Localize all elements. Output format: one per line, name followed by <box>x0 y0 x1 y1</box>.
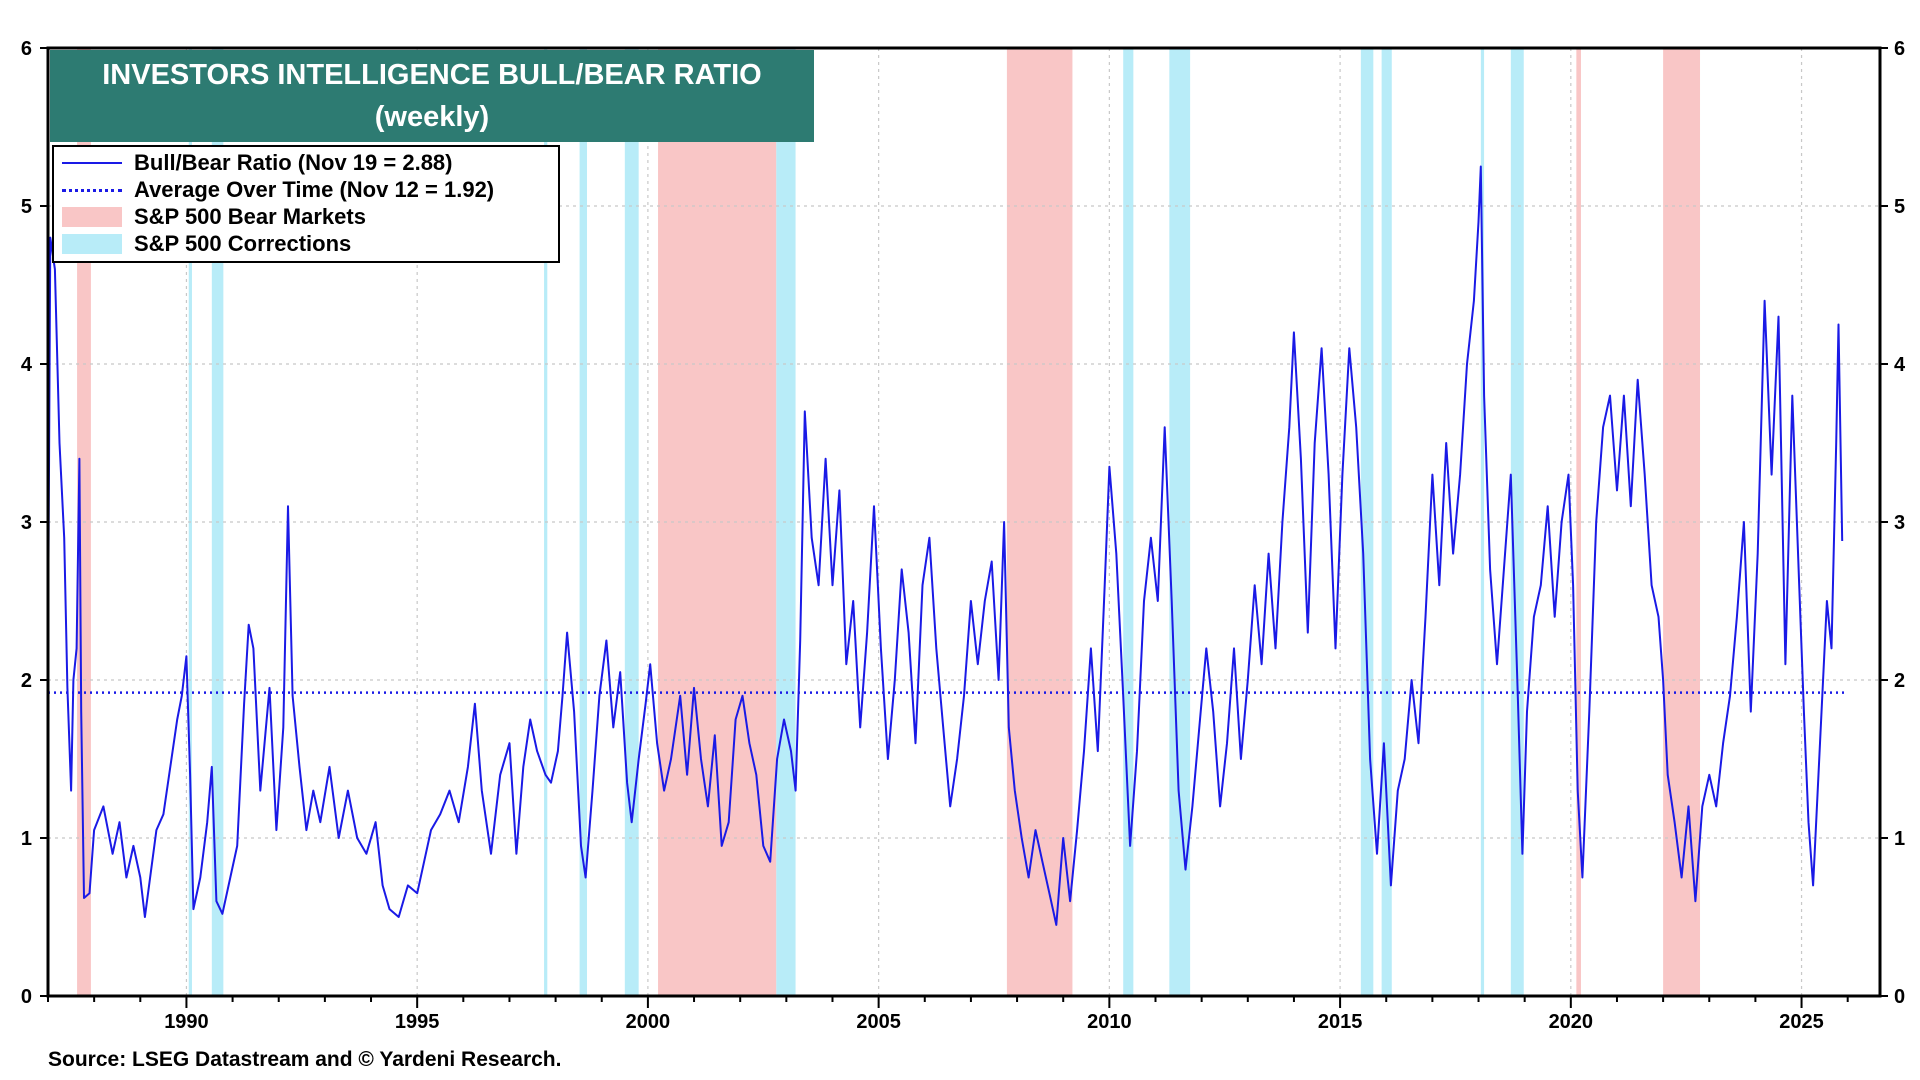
y-tick-label-left: 0 <box>21 986 32 1008</box>
y-tick-label-right: 1 <box>1894 828 1905 850</box>
legend-swatch-dotted <box>62 179 122 201</box>
series-line-bull-bear-ratio <box>47 165 1844 926</box>
x-tick-label: 2000 <box>626 1011 671 1033</box>
bear-market-band <box>658 48 777 996</box>
y-tick-label-right: 5 <box>1894 196 1905 218</box>
y-tick-label-left: 3 <box>21 512 32 534</box>
x-tick-label: 2010 <box>1087 1011 1132 1033</box>
y-axis-ticks: 0 0 1 1 2 2 3 3 4 4 5 5 6 6 <box>21 38 1906 1008</box>
y-tick-label-right: 0 <box>1894 986 1905 1008</box>
legend: Bull/Bear Ratio (Nov 19 = 2.88) Average … <box>52 145 560 263</box>
legend-swatch-corrections <box>62 233 122 255</box>
chart-title: INVESTORS INTELLIGENCE BULL/BEAR RATIO <box>102 59 762 91</box>
x-tick-label: 2005 <box>856 1011 901 1033</box>
legend-label: Bull/Bear Ratio (Nov 19 = 2.88) <box>134 149 453 175</box>
y-tick-label-left: 4 <box>21 354 33 376</box>
legend-item-corrections: S&P 500 Corrections <box>62 230 351 257</box>
x-tick-label: 2025 <box>1779 1011 1824 1033</box>
chart-title-box: INVESTORS INTELLIGENCE BULL/BEAR RATIO (… <box>50 50 814 142</box>
x-axis-ticks: 1990 1995 2000 2005 2010 2015 2020 2025 <box>47 996 1849 1033</box>
series-layer <box>47 165 1844 926</box>
x-tick-label: 1990 <box>164 1011 209 1033</box>
correction-band <box>579 48 587 996</box>
market-bands <box>77 48 1701 996</box>
correction-band <box>1480 48 1485 996</box>
legend-item-bear: S&P 500 Bear Markets <box>62 203 366 230</box>
correction-band <box>1169 48 1191 996</box>
x-tick-label: 1995 <box>395 1011 440 1033</box>
chart-subtitle: (weekly) <box>374 101 490 133</box>
legend-item-ratio: Bull/Bear Ratio (Nov 19 = 2.88) <box>62 149 453 176</box>
source-note: Source: LSEG Datastream and © Yardeni Re… <box>48 1048 562 1071</box>
y-tick-label-left: 6 <box>21 38 32 60</box>
y-tick-label-left: 5 <box>21 196 32 218</box>
legend-label: S&P 500 Bear Markets <box>134 203 366 229</box>
y-tick-label-right: 3 <box>1894 512 1905 534</box>
y-tick-label-left: 2 <box>21 670 32 692</box>
y-tick-label-right: 4 <box>1894 354 1906 376</box>
legend-label: Average Over Time (Nov 12 = 1.92) <box>134 176 495 202</box>
x-tick-label: 2015 <box>1318 1011 1363 1033</box>
legend-swatch-line <box>62 152 122 174</box>
legend-swatch-bear <box>62 206 122 228</box>
bear-market-band <box>1576 48 1581 996</box>
x-tick-label: 2020 <box>1549 1011 1594 1033</box>
y-tick-label-left: 1 <box>21 828 32 850</box>
bear-market-band <box>1006 48 1073 996</box>
y-tick-label-right: 6 <box>1894 38 1905 60</box>
legend-item-average: Average Over Time (Nov 12 = 1.92) <box>62 176 494 203</box>
y-tick-label-right: 2 <box>1894 670 1905 692</box>
legend-label: S&P 500 Corrections <box>134 230 352 256</box>
